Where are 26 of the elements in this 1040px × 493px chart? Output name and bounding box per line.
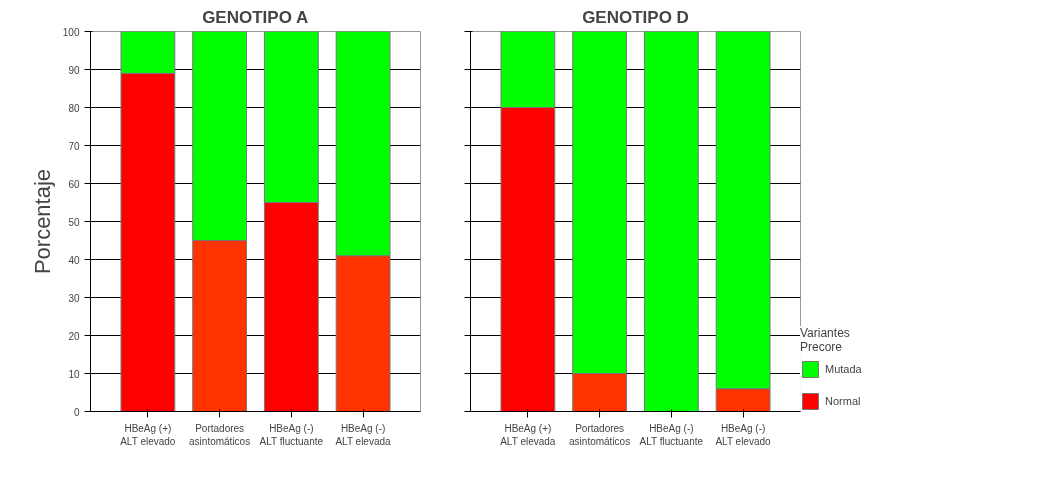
y-axis-title: Porcentaje — [29, 168, 55, 275]
y-tick-label: 30 — [68, 292, 80, 304]
legend-label: Normal — [825, 395, 861, 407]
chart-title: GENOTIPO A — [202, 7, 309, 27]
y-tick-label: 80 — [68, 102, 80, 114]
bar — [643, 31, 699, 412]
legend-label: Mutada — [825, 363, 862, 375]
x-tick-label: Portadores asintomáticos — [189, 422, 251, 447]
x-tick-label: HBeAg (-) ALT elevado — [715, 422, 772, 447]
y-tick-label: 100 — [62, 26, 80, 38]
chart-title: GENOTIPO D — [582, 7, 689, 27]
y-tick-label: 20 — [68, 330, 80, 342]
x-tick-label: HBeAg (-) ALT elevada — [335, 422, 392, 447]
x-tick-label: HBeAg (-) ALT fluctuante — [259, 422, 324, 447]
x-tick-label: HBeAg (+) ALT elevada — [500, 422, 556, 447]
y-tick-label: 0 — [73, 406, 80, 418]
y-tick-label: 60 — [68, 178, 80, 190]
y-tick-label: 50 — [68, 216, 80, 228]
y-tick-label: 70 — [68, 140, 80, 152]
y-tick-label: 90 — [68, 64, 80, 76]
y-tick-label: 10 — [68, 368, 80, 380]
legend-title: Variantes Precore — [800, 326, 851, 354]
x-tick-label: Portadores asintomáticos — [569, 422, 631, 447]
x-tick-label: HBeAg (+) ALT elevado — [120, 422, 176, 447]
y-tick-label: 40 — [68, 254, 80, 266]
x-tick-label: HBeAg (-) ALT fluctuante — [639, 422, 704, 447]
